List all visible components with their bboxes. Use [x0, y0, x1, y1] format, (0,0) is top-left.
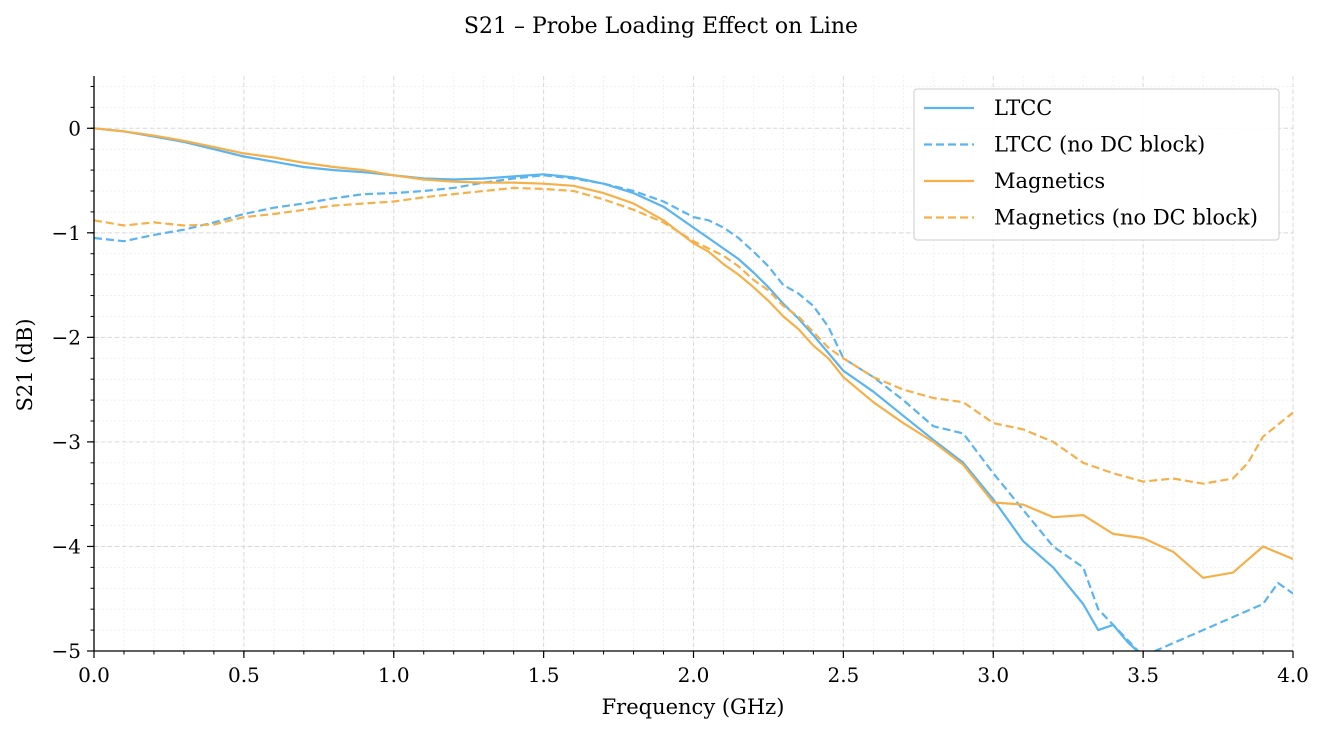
legend-box	[913, 88, 1280, 241]
legend: LTCC LTCC (no DC block) Magnetics Magnetics…	[913, 88, 1280, 241]
y-tick-label: −3	[52, 430, 81, 454]
chart-title: S21 – Probe Loading Effect on Line	[464, 14, 858, 39]
y-tick-label: −5	[52, 639, 81, 663]
y-axis-label: S21 (dB)	[13, 318, 37, 411]
x-tick-label: 3.0	[977, 663, 1009, 687]
x-tick-label: 1.5	[528, 663, 560, 687]
x-tick-label: 4.0	[1277, 663, 1309, 687]
x-tick-label: 2.5	[827, 663, 859, 687]
tick-labels: 0.0 0.5 1.0 1.5 2.0 2.5 3.0 3.5 4.0 0 −1 −2 −3 −4 −5	[52, 116, 1309, 687]
x-tick-label: 3.5	[1127, 663, 1159, 687]
x-tick-label: 0.5	[228, 663, 260, 687]
y-tick-label: −1	[52, 221, 81, 245]
legend-label-1: LTCC (no DC block)	[994, 133, 1205, 157]
y-tick-label: −4	[52, 534, 81, 558]
legend-label-0: LTCC	[994, 96, 1052, 120]
series-line-0	[94, 127, 1140, 651]
x-axis-label: Frequency (GHz)	[602, 695, 785, 719]
y-tick-label: −2	[52, 325, 81, 349]
y-tick-label: 0	[68, 116, 81, 140]
x-tick-label: 2.0	[678, 663, 710, 687]
series-line-3	[94, 186, 1293, 485]
x-tick-label: 0.0	[78, 663, 110, 687]
series-line-1	[94, 174, 1293, 651]
legend-label-2: Magnetics	[994, 169, 1105, 193]
legend-label-3: Magnetics (no DC block)	[994, 206, 1258, 230]
axes	[87, 76, 1294, 658]
series-layer	[94, 127, 1293, 651]
x-tick-label: 1.0	[378, 663, 410, 687]
series-line-2	[94, 127, 1293, 579]
